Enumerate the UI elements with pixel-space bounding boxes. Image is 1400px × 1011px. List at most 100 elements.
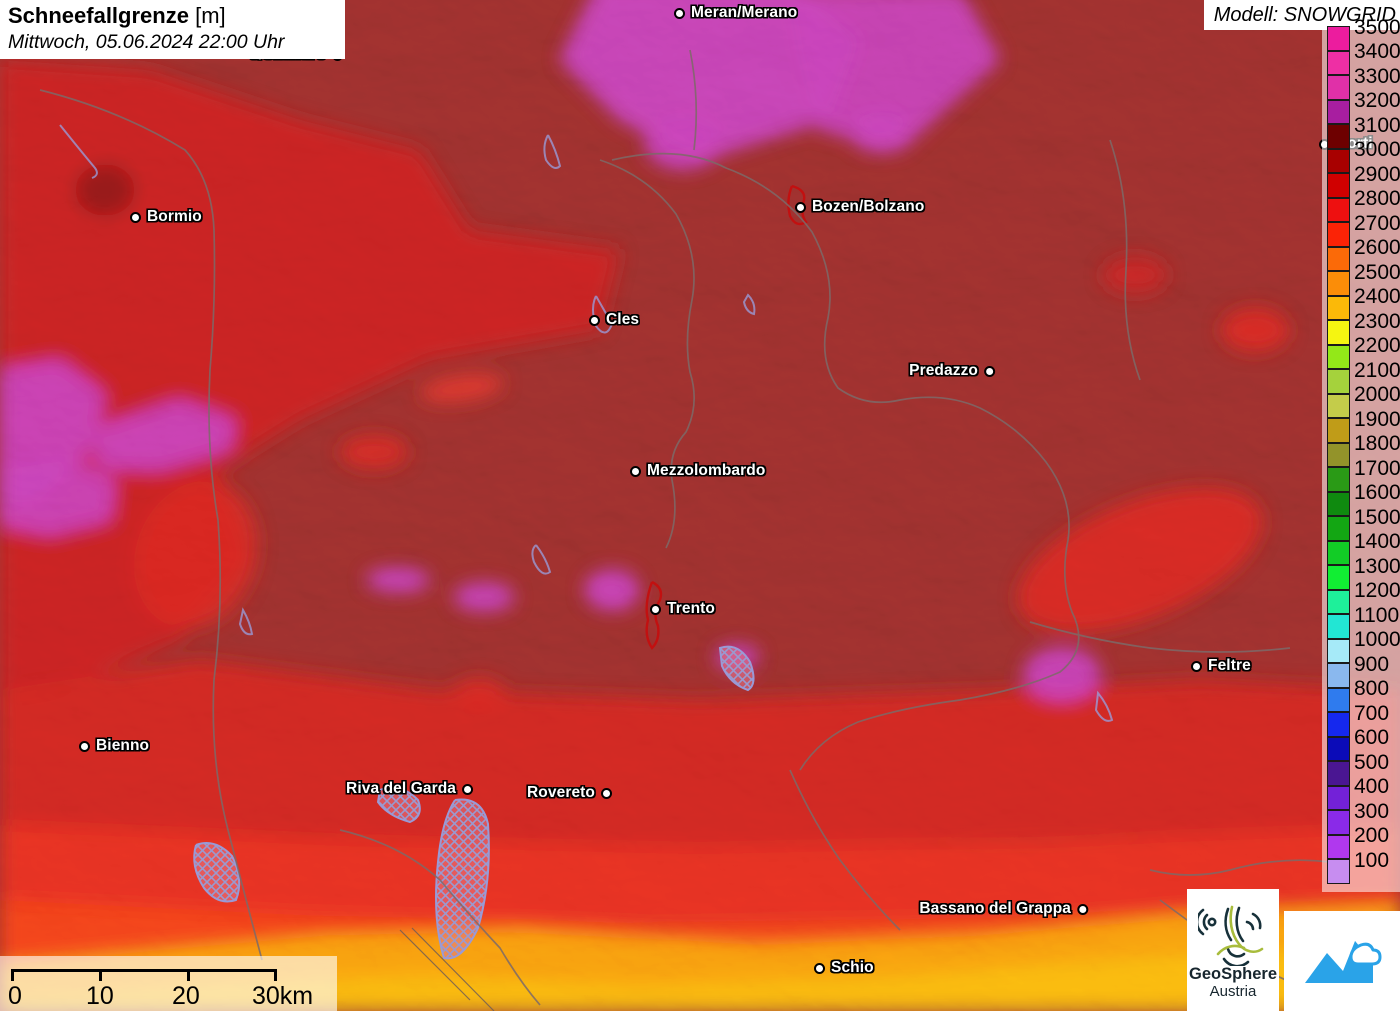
legend-row[interactable]: 1400 <box>1322 531 1400 565</box>
legend-value: 3500 <box>1354 15 1400 39</box>
legend-row[interactable]: 1300 <box>1322 556 1400 590</box>
legend-row[interactable]: 2000 <box>1322 384 1400 418</box>
legend-value: 900 <box>1354 652 1390 676</box>
legend-value: 400 <box>1354 775 1390 799</box>
legend-row[interactable]: 100 <box>1322 850 1400 884</box>
legend-row[interactable]: 3100 <box>1322 115 1400 149</box>
legend-swatch <box>1327 271 1350 296</box>
legend-value: 200 <box>1354 824 1390 848</box>
legend-row[interactable]: 1900 <box>1322 409 1400 443</box>
legend-swatch <box>1327 344 1350 369</box>
legend-swatch <box>1327 369 1350 394</box>
legend-value: 3300 <box>1354 64 1400 88</box>
legend-row[interactable]: 1700 <box>1322 458 1400 492</box>
legend-value: 1000 <box>1354 628 1400 652</box>
geosphere-mark-icon <box>1198 905 1264 966</box>
legend-swatch <box>1327 638 1350 663</box>
legend-row[interactable]: 3200 <box>1322 90 1400 124</box>
legend-value: 2000 <box>1354 383 1400 407</box>
legend-row[interactable]: 2600 <box>1322 237 1400 271</box>
legend-row[interactable]: 3000 <box>1322 139 1400 173</box>
legend-row[interactable]: 2300 <box>1322 311 1400 345</box>
legend-swatch <box>1327 197 1350 222</box>
legend-swatch <box>1327 124 1350 149</box>
legend-row[interactable]: 3400 <box>1322 41 1400 75</box>
title-datetime: Mittwoch, 05.06.2024 22:00 Uhr <box>8 31 285 53</box>
legend-row[interactable]: 2700 <box>1322 213 1400 247</box>
legend-value: 2500 <box>1354 260 1400 284</box>
legend-value: 1300 <box>1354 554 1400 578</box>
legend-value: 1200 <box>1354 579 1400 603</box>
legend-value: 2300 <box>1354 309 1400 333</box>
geosphere-logo[interactable]: GeoSphere Austria <box>1187 889 1279 1011</box>
legend-value: 2600 <box>1354 236 1400 260</box>
legend-value: 1600 <box>1354 481 1400 505</box>
legend-row[interactable]: 2100 <box>1322 360 1400 394</box>
legend-row[interactable]: 1000 <box>1322 629 1400 663</box>
legend-row[interactable]: 2800 <box>1322 188 1400 222</box>
legend-row[interactable]: 2900 <box>1322 164 1400 198</box>
legend-row[interactable]: 800 <box>1322 678 1400 712</box>
geosphere-subtitle: Austria <box>1209 982 1257 1000</box>
legend-value: 3000 <box>1354 138 1400 162</box>
legend-value: 100 <box>1354 848 1390 872</box>
scale-tick-10 <box>99 969 102 981</box>
legend-swatch <box>1327 393 1350 418</box>
snow-app-logo[interactable] <box>1284 911 1400 1011</box>
mountain-cloud-icon <box>1305 941 1382 983</box>
legend-swatch <box>1327 173 1350 198</box>
legend-row[interactable]: 1600 <box>1322 482 1400 516</box>
legend-row[interactable]: 700 <box>1322 703 1400 737</box>
scale-label: 30km <box>252 982 314 1010</box>
legend-row[interactable]: 900 <box>1322 654 1400 688</box>
title-unit: [m] <box>195 3 226 28</box>
legend-value: 3400 <box>1354 40 1400 64</box>
legend-value: 700 <box>1354 701 1390 725</box>
legend-row[interactable]: 1500 <box>1322 507 1400 541</box>
scale-label: 0 <box>8 982 22 1010</box>
legend-value: 1100 <box>1354 603 1400 627</box>
legend-row[interactable]: 500 <box>1322 752 1400 786</box>
legend-row[interactable]: 200 <box>1322 825 1400 859</box>
legend-row[interactable]: 2500 <box>1322 262 1400 296</box>
legend-row[interactable]: 1800 <box>1322 433 1400 467</box>
legend-swatch <box>1327 320 1350 345</box>
geosphere-name: GeoSphere <box>1188 964 1278 983</box>
legend-swatch <box>1327 761 1350 786</box>
legend-value: 300 <box>1354 799 1390 823</box>
legend-swatch <box>1327 418 1350 443</box>
legend-row[interactable]: 3300 <box>1322 66 1400 100</box>
legend-value: 3200 <box>1354 89 1400 113</box>
page-title: Schneefallgrenze [m] <box>8 2 345 29</box>
legend-swatch <box>1327 295 1350 320</box>
legend-swatch <box>1327 246 1350 271</box>
legend-value: 2400 <box>1354 285 1400 309</box>
scale-bar: 0 10 20 30km <box>0 956 337 1011</box>
legend-swatch <box>1327 785 1350 810</box>
model-label: Modell: SNOWGRID <box>1213 3 1396 26</box>
legend-row[interactable]: 1200 <box>1322 580 1400 614</box>
legend-swatch <box>1327 222 1350 247</box>
scale-tick-20 <box>187 969 190 981</box>
legend-swatch <box>1327 687 1350 712</box>
legend-value: 1900 <box>1354 407 1400 431</box>
legend-row[interactable]: 600 <box>1322 727 1400 761</box>
legend-swatch <box>1327 26 1350 51</box>
legend-swatch <box>1327 99 1350 124</box>
legend-value: 1400 <box>1354 530 1400 554</box>
legend-row[interactable]: 2400 <box>1322 286 1400 320</box>
scale-label: 10 <box>86 982 114 1010</box>
color-legend[interactable]: 3500 3400 3300 3200 3100 3000 2900 2800 2700 2600… <box>1322 17 1400 892</box>
legend-row[interactable]: 1100 <box>1322 605 1400 639</box>
legend-row[interactable]: 3500 <box>1322 17 1400 51</box>
legend-swatch <box>1327 540 1350 565</box>
legend-swatch <box>1327 810 1350 835</box>
legend-row[interactable]: 400 <box>1322 776 1400 810</box>
legend-swatch <box>1327 50 1350 75</box>
title-parameter: Schneefallgrenze <box>8 3 189 28</box>
legend-row[interactable]: 2200 <box>1322 335 1400 369</box>
legend-row[interactable]: 300 <box>1322 801 1400 835</box>
legend-value: 2200 <box>1354 334 1400 358</box>
